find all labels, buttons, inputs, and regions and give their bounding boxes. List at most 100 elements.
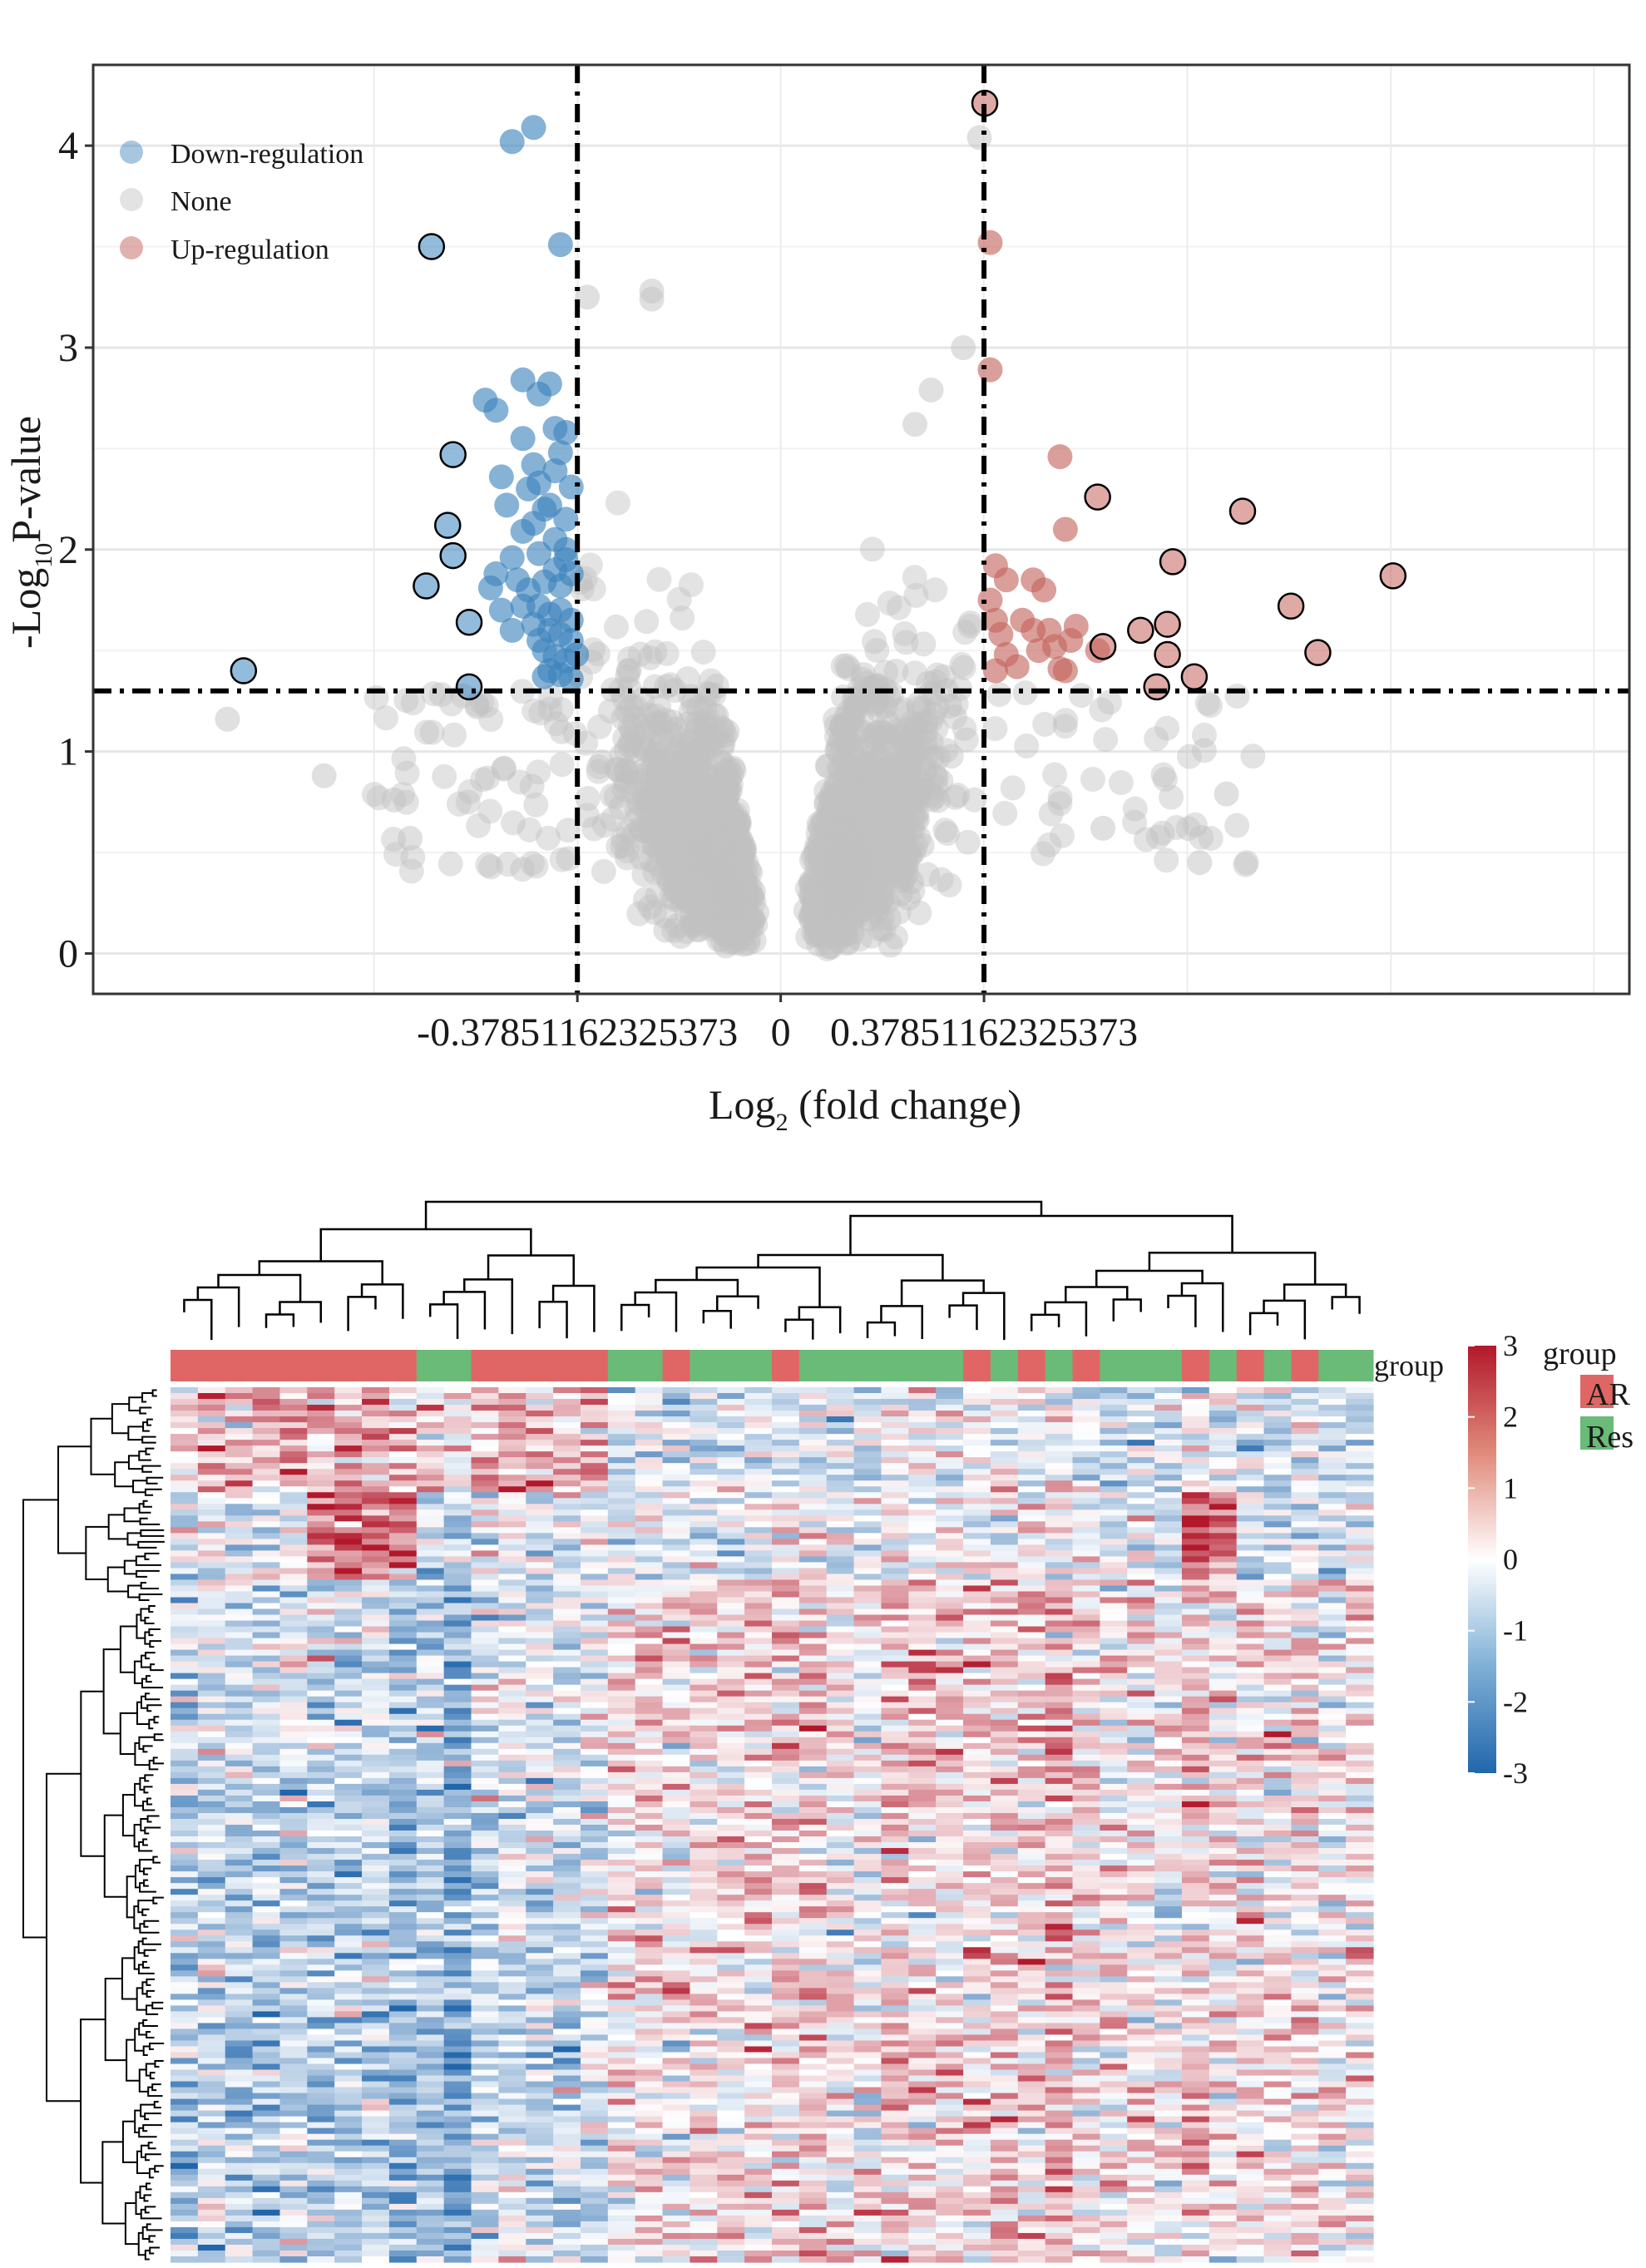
heatmap-cell <box>1045 1667 1074 1674</box>
heatmap-cell <box>279 1416 308 1423</box>
dendrogram-branch <box>146 1704 162 1712</box>
heatmap-cell <box>1209 1702 1238 1709</box>
heatmap-cell <box>826 1480 855 1487</box>
heatmap-cell <box>662 1568 691 1575</box>
heatmap-cell <box>990 1661 1019 1668</box>
heatmap-cell <box>1263 1445 1293 1452</box>
heatmap-cell <box>1236 1614 1265 1622</box>
heatmap-cell <box>908 1550 937 1557</box>
heatmap-cell <box>1127 1702 1155 1709</box>
heatmap-cell <box>526 1673 554 1680</box>
heatmap-cell <box>690 1579 718 1587</box>
heatmap-cell <box>936 1445 964 1452</box>
heatmap-cell <box>744 1475 773 1481</box>
heatmap-cell <box>1045 1510 1074 1516</box>
heatmap-cell <box>826 1667 855 1674</box>
heatmap-cell <box>279 1492 308 1499</box>
heatmap-cell <box>607 1521 636 1528</box>
heatmap-cell <box>1017 1515 1046 1522</box>
heatmap-cell <box>1236 1556 1265 1563</box>
heatmap-cell <box>662 1585 691 1593</box>
heatmap-cell <box>1209 1498 1238 1505</box>
heatmap-cell <box>1181 1533 1210 1539</box>
heatmap-cell <box>443 1539 472 1545</box>
heatmap-cell <box>225 1603 254 1610</box>
heatmap-cell <box>881 1451 909 1458</box>
heatmap-cell <box>471 1742 499 1750</box>
heatmap-cell <box>1291 1445 1319 1452</box>
point-none <box>719 878 745 904</box>
heatmap-cell <box>225 1434 254 1440</box>
point-none <box>708 749 734 775</box>
heatmap-cell <box>853 1591 882 1598</box>
heatmap-cell <box>662 1492 691 1499</box>
heatmap-cell <box>853 1486 882 1493</box>
heatmap-cell <box>772 1451 800 1458</box>
heatmap-cell <box>307 1603 335 1610</box>
heatmap-cell <box>526 1737 554 1744</box>
heatmap-cell <box>690 1504 718 1510</box>
heatmap-cell <box>1263 1475 1293 1481</box>
heatmap-cell <box>1045 1475 1074 1481</box>
heatmap-cell <box>662 1597 691 1604</box>
heatmap-cell <box>607 1748 636 1756</box>
heatmap-cell <box>1045 1585 1074 1593</box>
heatmap-cell <box>826 1713 855 1721</box>
point-none <box>921 681 947 707</box>
heatmap-cell <box>607 1387 636 1394</box>
heatmap-cell <box>171 1445 199 1452</box>
heatmap-cell <box>1045 1574 1074 1581</box>
heatmap-cell <box>690 1725 718 1732</box>
heatmap-cell <box>717 1463 745 1470</box>
heatmap-cell <box>1127 1416 1155 1423</box>
heatmap-cell <box>171 1632 199 1639</box>
heatmap-cell <box>798 1521 828 1528</box>
heatmap-cell <box>908 1632 937 1639</box>
heatmap-cell <box>798 1539 828 1545</box>
point-none <box>704 867 729 893</box>
heatmap-cell <box>225 1550 254 1557</box>
heatmap-cell <box>362 1469 390 1475</box>
heatmap-cell <box>1100 1480 1128 1487</box>
heatmap-cell <box>1263 1649 1293 1657</box>
dendrogram-branch <box>139 1517 161 1525</box>
heatmap-cell <box>990 1422 1019 1429</box>
heatmap-cell <box>798 1405 828 1411</box>
heatmap-cell <box>1346 1411 1374 1417</box>
heatmap-cell <box>1072 1486 1100 1493</box>
heatmap-cell <box>798 1702 828 1709</box>
heatmap-cell <box>471 1416 499 1423</box>
heatmap-cell <box>908 1480 937 1487</box>
heatmap-cell <box>1045 1643 1074 1651</box>
point-up-regulated <box>1063 614 1089 640</box>
heatmap-cell <box>171 1562 199 1569</box>
heatmap-cell <box>197 1574 226 1581</box>
heatmap-cell <box>1181 1719 1210 1727</box>
dendrogram-branch <box>146 1815 160 1823</box>
dendrogram-branch <box>151 2083 161 2092</box>
heatmap-cell <box>307 1748 335 1756</box>
point-none <box>693 746 719 772</box>
heatmap-cell <box>607 1510 636 1516</box>
heatmap-cell <box>553 1597 581 1604</box>
dendrogram-branch <box>152 1855 161 1864</box>
heatmap-cell <box>744 1521 773 1528</box>
point-none <box>597 698 623 724</box>
heatmap-cell <box>908 1387 937 1394</box>
heatmap-cell <box>744 1568 773 1575</box>
heatmap-cell <box>388 1510 418 1516</box>
point-none <box>876 766 902 792</box>
heatmap-cell <box>1154 1521 1183 1528</box>
point-none <box>709 750 735 776</box>
heatmap-cell <box>881 1655 909 1663</box>
heatmap-cell <box>553 1451 581 1458</box>
heatmap-cell <box>744 1655 773 1663</box>
heatmap-cell <box>362 1632 390 1639</box>
point-none <box>704 850 729 876</box>
heatmap-cell <box>1017 1742 1046 1750</box>
heatmap-cell <box>553 1562 581 1569</box>
heatmap-cell <box>662 1655 691 1663</box>
heatmap-cell <box>1236 1387 1265 1394</box>
heatmap-cell <box>717 1626 745 1633</box>
heatmap-cell <box>963 1702 991 1709</box>
